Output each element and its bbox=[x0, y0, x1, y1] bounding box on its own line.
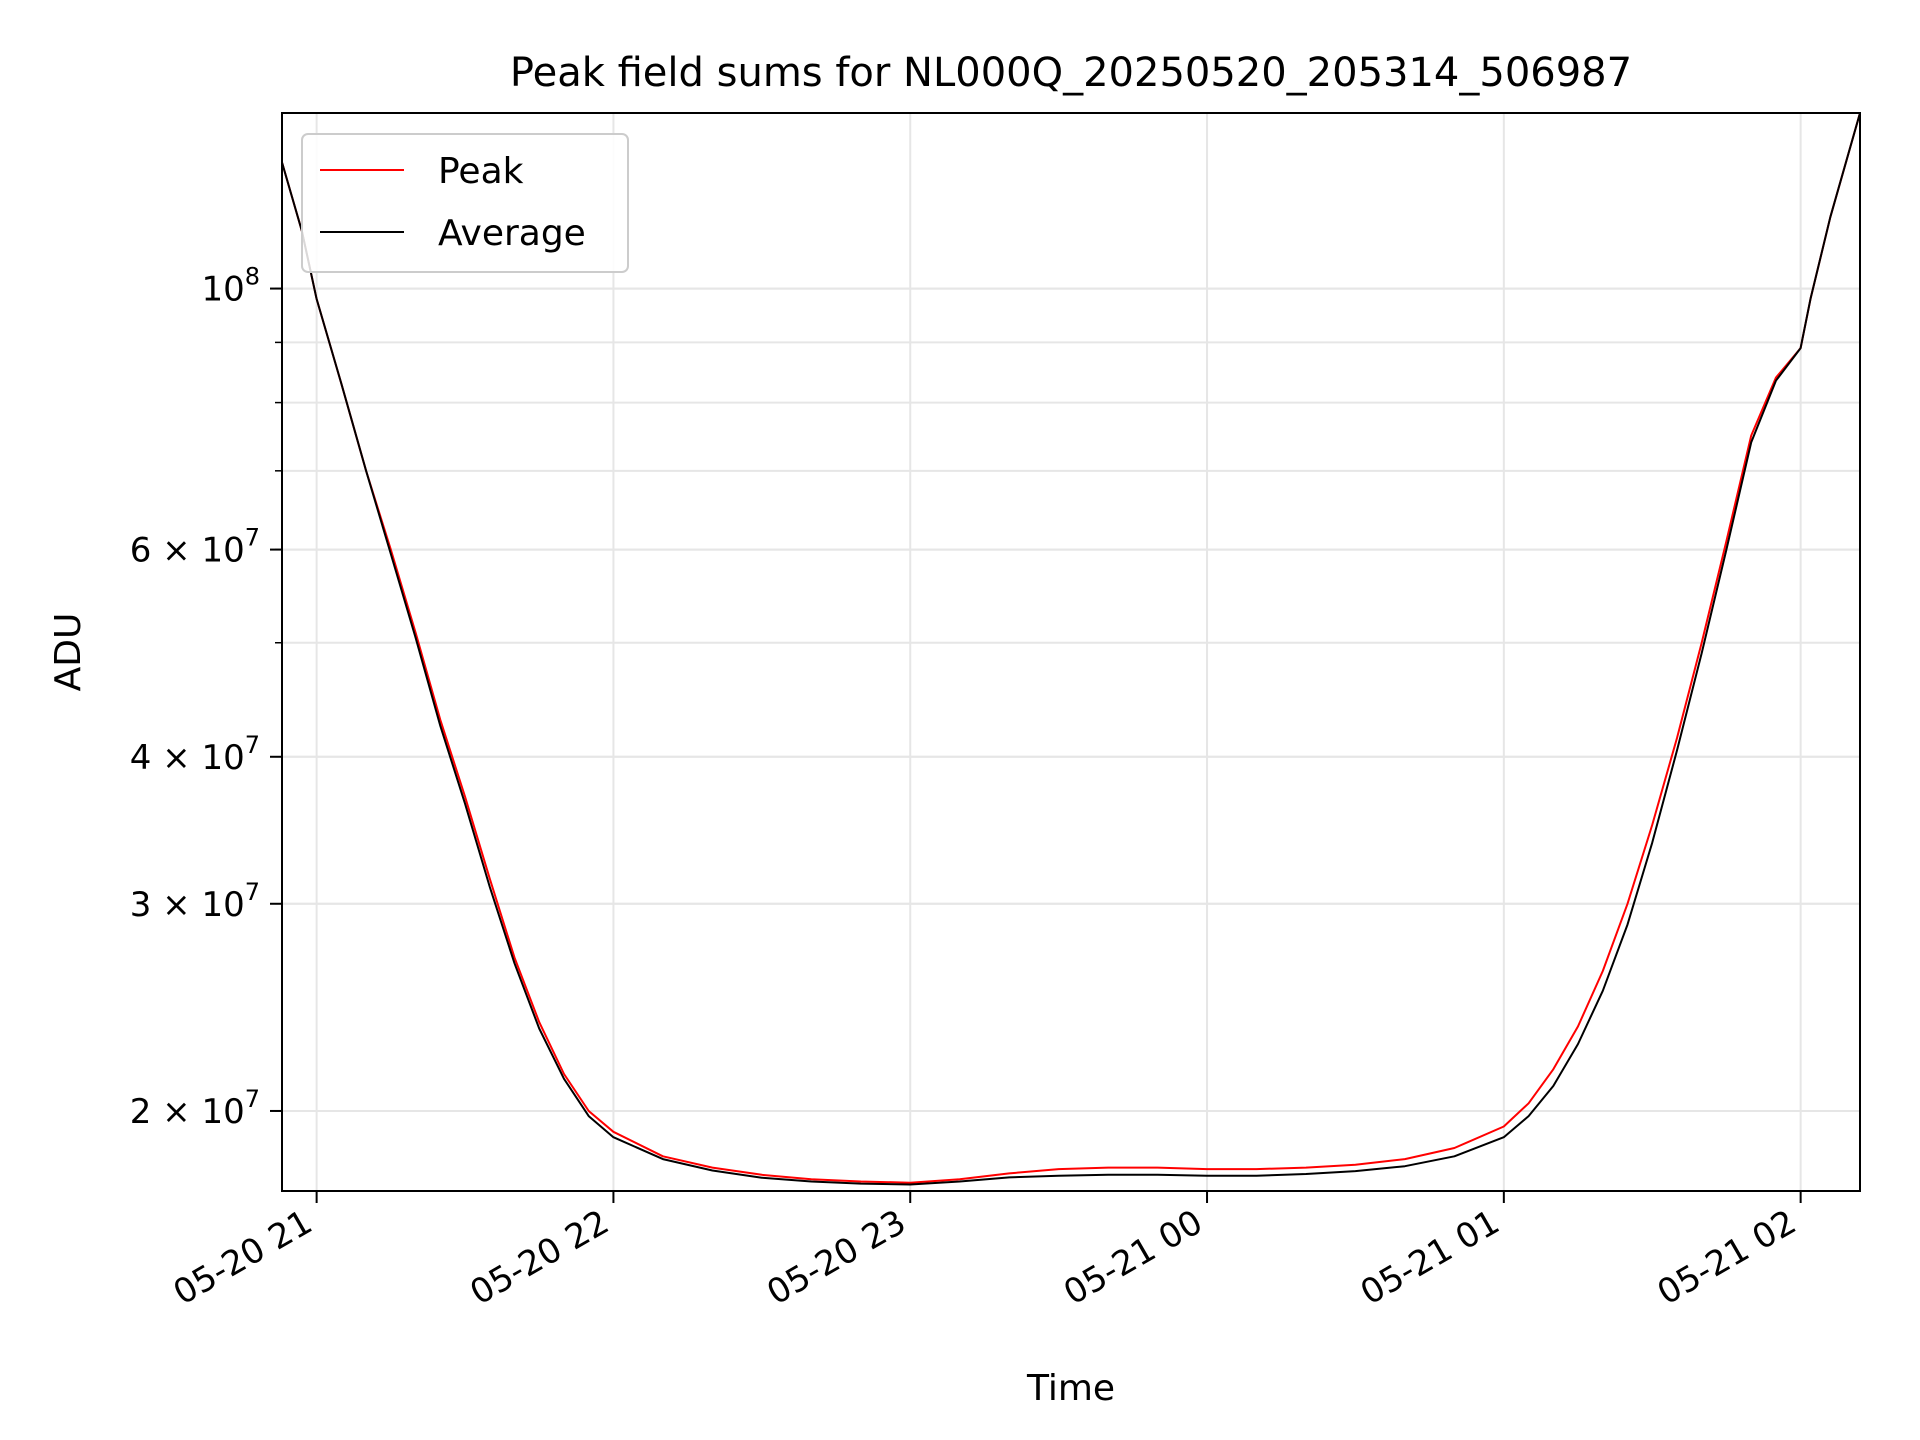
legend-label-average: Average bbox=[438, 213, 586, 254]
y-tick-label-exponent: 7 bbox=[245, 878, 260, 906]
legend-label-peak: Peak bbox=[438, 151, 524, 192]
chart-title: Peak field sums for NL000Q_20250520_2053… bbox=[510, 50, 1632, 96]
y-tick-label: 6 × 107 bbox=[130, 524, 260, 571]
series-line-peak bbox=[281, 112, 1861, 1184]
legend-frame bbox=[301, 133, 629, 273]
y-tick-label: 4 × 107 bbox=[130, 731, 260, 778]
plot-frame bbox=[281, 112, 1861, 1192]
y-tick-label-base: 4 × 10 bbox=[130, 738, 245, 778]
y-tick-label: 3 × 107 bbox=[130, 878, 260, 925]
legend: Peak Average bbox=[301, 133, 629, 273]
y-axis-label: ADU bbox=[48, 613, 89, 692]
y-tick-label-exponent: 8 bbox=[245, 263, 260, 291]
y-tick-label-base: 2 × 10 bbox=[130, 1092, 245, 1132]
series-line-average bbox=[281, 112, 1861, 1186]
grid bbox=[282, 113, 1860, 1191]
series-layer bbox=[281, 112, 1861, 1186]
y-tick-label: 2 × 107 bbox=[130, 1085, 260, 1132]
y-tick-label-exponent: 7 bbox=[245, 524, 260, 552]
y-tick-label-exponent: 7 bbox=[245, 731, 260, 759]
y-tick-label-base: 6 × 10 bbox=[130, 531, 245, 571]
y-tick-label-base: 10 bbox=[201, 270, 244, 310]
y-tick-label: 108 bbox=[201, 263, 260, 310]
y-tick-label-exponent: 7 bbox=[245, 1085, 260, 1113]
x-axis-label: Time bbox=[1026, 1368, 1115, 1409]
y-tick-label-base: 3 × 10 bbox=[130, 885, 245, 925]
